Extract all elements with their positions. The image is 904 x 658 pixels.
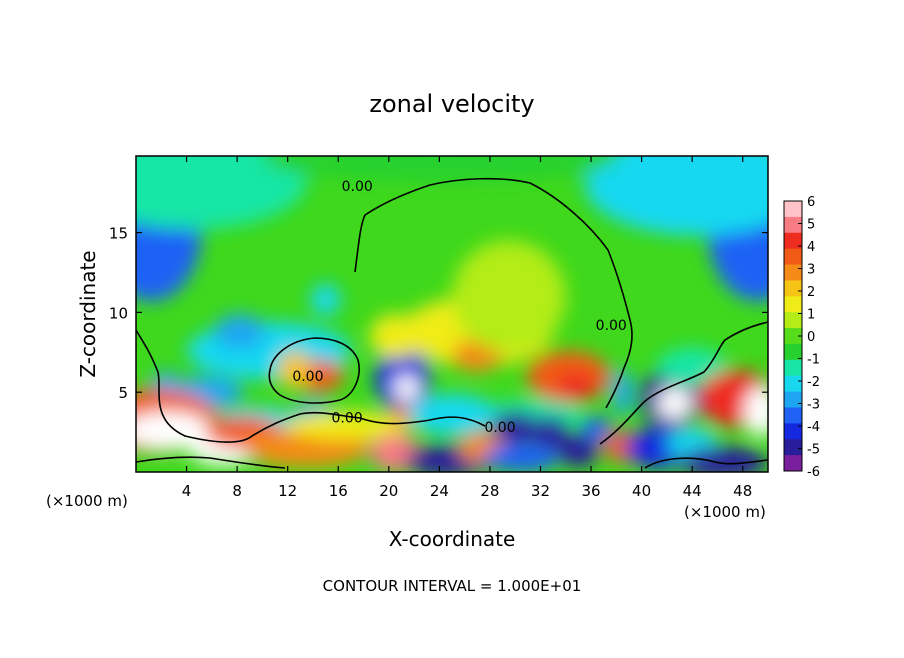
colorbar-tick-label: 3 — [807, 263, 815, 278]
x-tick-label: 12 — [278, 482, 297, 500]
colorbar-tick-label: -3 — [807, 398, 820, 413]
colorbar-tick-label: -4 — [807, 420, 820, 435]
colorbar-segment — [784, 439, 802, 455]
field-cell — [394, 375, 419, 401]
field-cell — [744, 386, 779, 437]
colorbar-tick-label: -5 — [807, 443, 820, 458]
contour-interval-note: CONTOUR INTERVAL = 1.000E+01 — [323, 577, 582, 595]
x-tick-label: 44 — [683, 482, 702, 500]
colorbar-tick-label: 6 — [807, 195, 815, 210]
x-tick-label: 48 — [733, 482, 752, 500]
x-tick-label: 32 — [531, 482, 550, 500]
colorbar-segment — [784, 392, 802, 408]
contour-label: 0.00 — [596, 318, 627, 334]
plot-area: 0.00 0.00 0.00 0.00 0.00 — [79, 134, 812, 479]
colorbar-segment — [784, 280, 802, 296]
colorbar-tick-label: 0 — [807, 330, 815, 345]
x-tick-label: 28 — [480, 482, 499, 500]
colorbar-segment — [784, 376, 802, 392]
colorbar-segment — [784, 217, 802, 233]
field-cell — [556, 373, 596, 402]
colorbar-tick-label: -2 — [807, 375, 820, 390]
field-cell — [79, 134, 307, 230]
x-axis-label: X-coordinate — [389, 527, 516, 551]
colorbar-segment — [784, 455, 802, 471]
field-cell — [452, 241, 566, 353]
field-cell — [613, 368, 633, 416]
x-unit-right: (×1000 m) — [684, 503, 766, 521]
colorbar-segment — [784, 296, 802, 312]
field-cell — [657, 387, 692, 419]
x-tick-label: 8 — [232, 482, 242, 500]
colorbar: 6 5 4 3 2 1 0 -1 -2 -3 -4 -5 -6 — [784, 195, 820, 480]
field-cell — [408, 394, 496, 435]
y-tick-label: 10 — [109, 304, 128, 322]
y-axis-label: Z-coordinate — [76, 250, 100, 377]
contour-label: 0.00 — [292, 369, 323, 385]
x-tick-label: 24 — [430, 482, 449, 500]
colorbar-tick-label: 4 — [807, 240, 815, 255]
x-tick-label: 40 — [632, 482, 651, 500]
colorbar-segment — [784, 201, 802, 217]
chart-svg: zonal velocity 0.000.000.000.000.00 4 8 12… — [0, 0, 904, 654]
colorbar-segment — [784, 265, 802, 281]
colorbar-segment — [784, 360, 802, 376]
y-tick-label: 15 — [109, 225, 128, 243]
x-tick-label: 20 — [379, 482, 398, 500]
contour-label: 0.00 — [342, 179, 373, 195]
field-cell — [310, 284, 340, 316]
colorbar-tick-label: 2 — [807, 285, 815, 300]
colorbar-segment — [784, 344, 802, 360]
chart-title: zonal velocity — [369, 90, 534, 118]
field-cell — [585, 134, 813, 236]
zonal-velocity-chart: zonal velocity 0.00 0.00 0.00 0.00 0.00 4 8 12… — [0, 0, 904, 654]
colorbar-tick-label: -6 — [807, 465, 820, 480]
x-unit-left: (×1000 m) — [46, 492, 128, 510]
x-tick-label: 36 — [581, 482, 600, 500]
contour-label: 0.00 — [332, 411, 363, 427]
colorbar-segment — [784, 233, 802, 249]
colorbar-tick-label: 1 — [807, 308, 815, 323]
colorbar-segment — [784, 407, 802, 423]
field-cell — [214, 314, 265, 349]
field-cell — [370, 314, 421, 359]
field-cell — [484, 443, 560, 472]
x-tick-label: 4 — [182, 482, 192, 500]
contour-label: 0.00 — [484, 420, 515, 436]
colorbar-segment — [784, 249, 802, 265]
y-tick-label: 5 — [118, 384, 128, 402]
colorbar-tick-label: -1 — [807, 353, 820, 368]
x-tick-label: 16 — [329, 482, 348, 500]
colorbar-segment — [784, 312, 802, 328]
colorbar-tick-label: 5 — [807, 218, 815, 233]
